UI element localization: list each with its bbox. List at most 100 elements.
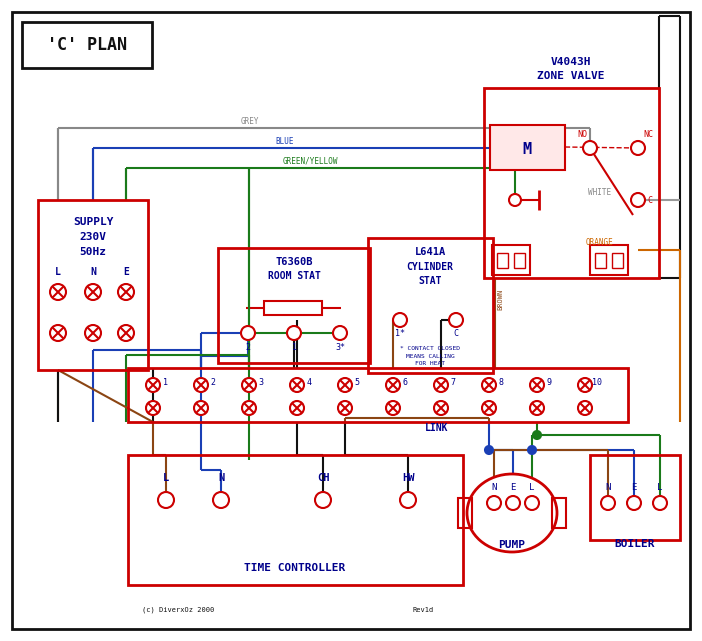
Bar <box>22 22 152 68</box>
Text: 5: 5 <box>355 378 359 387</box>
Text: L: L <box>163 473 169 483</box>
Bar <box>514 253 525 268</box>
Circle shape <box>146 401 160 415</box>
Bar <box>490 125 565 170</box>
Bar <box>38 200 148 370</box>
Text: 3*: 3* <box>335 342 345 351</box>
Text: N: N <box>218 473 224 483</box>
Circle shape <box>242 378 256 392</box>
Text: Rev1d: Rev1d <box>412 607 434 613</box>
Circle shape <box>85 325 101 341</box>
Circle shape <box>506 496 520 510</box>
Bar <box>458 498 472 528</box>
Circle shape <box>85 284 101 300</box>
Text: 6: 6 <box>402 378 407 387</box>
Text: TIME CONTROLLER: TIME CONTROLLER <box>244 563 345 573</box>
Bar <box>612 253 623 268</box>
Text: C: C <box>453 328 458 338</box>
Circle shape <box>528 446 536 454</box>
Bar <box>218 248 370 363</box>
Text: GREY: GREY <box>241 117 259 126</box>
Circle shape <box>386 401 400 415</box>
Text: ROOM STAT: ROOM STAT <box>267 271 320 281</box>
Text: SUPPLY: SUPPLY <box>73 217 113 227</box>
Text: 1: 1 <box>291 342 296 351</box>
Text: CYLINDER: CYLINDER <box>406 262 453 272</box>
Circle shape <box>194 378 208 392</box>
Text: L: L <box>529 483 535 492</box>
Circle shape <box>482 378 496 392</box>
Text: NC: NC <box>643 129 653 138</box>
Bar <box>264 301 322 315</box>
Text: WHITE: WHITE <box>588 188 611 197</box>
Text: L: L <box>55 267 61 277</box>
Circle shape <box>631 141 645 155</box>
Text: STAT: STAT <box>418 276 442 286</box>
Text: CH: CH <box>317 473 329 483</box>
Circle shape <box>482 401 496 415</box>
Text: ORANGE: ORANGE <box>586 238 614 247</box>
Circle shape <box>449 313 463 327</box>
Text: LINK: LINK <box>425 423 449 433</box>
Text: NO: NO <box>577 129 587 138</box>
Bar <box>595 253 606 268</box>
Text: 2: 2 <box>246 342 251 351</box>
Text: GREEN/YELLOW: GREEN/YELLOW <box>282 156 338 165</box>
Circle shape <box>487 496 501 510</box>
Text: BROWN: BROWN <box>497 288 503 310</box>
Circle shape <box>578 378 592 392</box>
Text: ZONE VALVE: ZONE VALVE <box>537 71 604 81</box>
Text: V4043H: V4043H <box>551 57 591 67</box>
Text: 10: 10 <box>592 378 602 387</box>
Circle shape <box>530 401 544 415</box>
Text: * CONTACT CLOSED: * CONTACT CLOSED <box>400 345 460 351</box>
Circle shape <box>338 401 352 415</box>
Circle shape <box>146 378 160 392</box>
Circle shape <box>434 401 448 415</box>
Text: N: N <box>90 267 96 277</box>
Circle shape <box>290 378 304 392</box>
Text: 1: 1 <box>162 378 168 387</box>
Bar <box>492 245 530 275</box>
Text: HW: HW <box>402 473 414 483</box>
Circle shape <box>333 326 347 340</box>
Circle shape <box>631 193 645 207</box>
Bar <box>484 88 659 278</box>
Text: BLUE: BLUE <box>276 137 294 146</box>
Text: T6360B: T6360B <box>275 257 313 267</box>
Text: MEANS CALLING: MEANS CALLING <box>406 353 454 358</box>
Circle shape <box>393 313 407 327</box>
Text: 3: 3 <box>258 378 263 387</box>
Text: (c) DiverxOz 2000: (c) DiverxOz 2000 <box>142 607 214 613</box>
Bar <box>497 253 508 268</box>
Bar <box>128 368 628 422</box>
Circle shape <box>213 492 229 508</box>
Circle shape <box>578 401 592 415</box>
Bar <box>368 238 493 373</box>
Circle shape <box>287 326 301 340</box>
Circle shape <box>118 284 134 300</box>
Circle shape <box>241 326 255 340</box>
Circle shape <box>627 496 641 510</box>
Circle shape <box>50 284 66 300</box>
Text: 1*: 1* <box>395 328 405 338</box>
Text: 4: 4 <box>307 378 312 387</box>
Text: C: C <box>647 196 652 204</box>
Text: L: L <box>657 483 663 492</box>
Text: E: E <box>631 483 637 492</box>
Circle shape <box>583 141 597 155</box>
Text: 9: 9 <box>546 378 552 387</box>
Text: 230V: 230V <box>79 232 107 242</box>
Text: 2: 2 <box>211 378 216 387</box>
Text: N: N <box>605 483 611 492</box>
Circle shape <box>533 431 541 439</box>
Bar <box>552 498 566 528</box>
Circle shape <box>400 492 416 508</box>
Text: 50Hz: 50Hz <box>79 247 107 257</box>
Ellipse shape <box>467 474 557 552</box>
Text: PUMP: PUMP <box>498 540 526 550</box>
Circle shape <box>338 378 352 392</box>
Circle shape <box>601 496 615 510</box>
Text: BOILER: BOILER <box>615 539 655 549</box>
Text: FOR HEAT: FOR HEAT <box>415 360 445 365</box>
